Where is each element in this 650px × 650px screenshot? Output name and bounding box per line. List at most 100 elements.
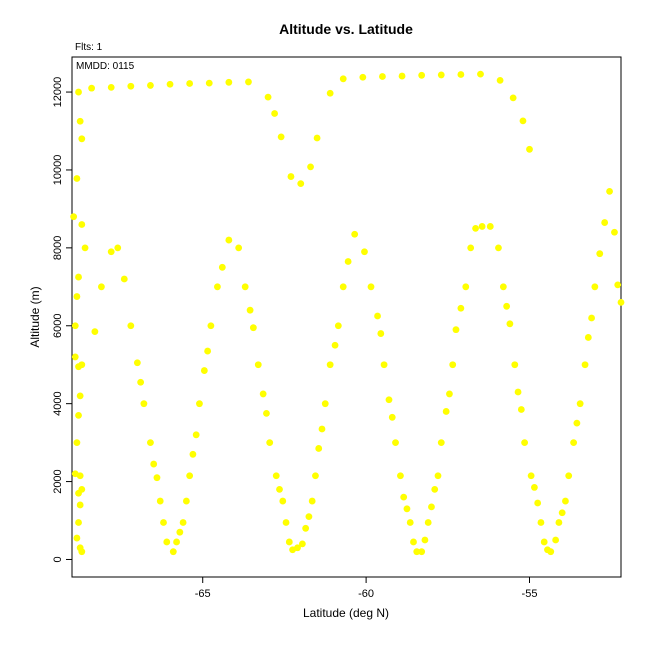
y-tick-label: 6000: [52, 314, 64, 338]
data-point: [76, 392, 84, 400]
data-point: [147, 439, 154, 447]
data-point: [361, 248, 368, 256]
data-point: [478, 223, 486, 230]
data-point: [410, 538, 417, 546]
data-point: [276, 485, 283, 493]
data-point: [581, 361, 589, 369]
data-point: [446, 390, 453, 398]
data-point: [573, 419, 581, 427]
data-point: [73, 439, 81, 447]
data-point: [246, 306, 254, 314]
chart-annotation: MMDD: 0115: [76, 61, 135, 72]
data-point: [552, 536, 560, 544]
data-point: [73, 293, 81, 300]
data-point: [107, 248, 115, 256]
data-point: [374, 312, 381, 320]
data-point: [499, 283, 507, 291]
data-point: [437, 71, 445, 79]
data-point: [403, 505, 411, 513]
data-point: [277, 133, 285, 141]
data-point: [266, 439, 274, 447]
data-point: [457, 71, 465, 78]
data-point: [225, 78, 233, 86]
data-point: [245, 78, 252, 86]
data-point: [196, 400, 203, 408]
data-point: [339, 75, 347, 83]
chart-title: Altitude vs. Latitude: [279, 21, 413, 37]
data-point: [486, 223, 494, 230]
y-tick-label: 10000: [52, 155, 64, 186]
data-point: [249, 324, 257, 332]
data-point: [431, 485, 439, 493]
data-point: [526, 145, 533, 153]
data-point: [584, 334, 592, 341]
data-point: [506, 320, 514, 328]
data-point: [344, 258, 352, 265]
data-point: [71, 353, 79, 361]
data-point: [200, 367, 208, 374]
y-tick-label: 8000: [52, 236, 64, 260]
data-point: [173, 538, 180, 546]
data-point: [379, 73, 386, 80]
data-point: [519, 117, 527, 125]
data-point: [596, 250, 604, 258]
y-axis-label: Altitude (m): [28, 286, 42, 347]
data-point: [388, 413, 396, 421]
data-point: [442, 408, 450, 415]
data-point: [576, 400, 584, 408]
data-point: [78, 221, 86, 228]
data-point: [192, 431, 200, 439]
data-point: [421, 536, 429, 544]
data-point: [318, 425, 326, 433]
data-point: [137, 378, 145, 386]
data-point: [169, 548, 177, 556]
data-point: [367, 283, 375, 291]
data-point: [73, 175, 81, 182]
data-point: [107, 83, 115, 91]
data-point: [75, 519, 82, 526]
data-point: [114, 244, 122, 252]
data-point: [186, 80, 194, 87]
data-point: [272, 472, 280, 480]
data-point: [308, 497, 316, 505]
data-point: [331, 341, 339, 349]
data-point: [218, 263, 226, 271]
x-tick-label: -60: [358, 588, 374, 600]
data-point: [73, 534, 81, 542]
y-tick-label: 2000: [52, 469, 64, 493]
x-axis-label: Latitude (deg N): [303, 606, 389, 620]
data-point: [75, 88, 82, 96]
data-point: [565, 472, 573, 480]
data-point: [91, 328, 99, 336]
data-point: [120, 275, 128, 283]
data-point: [601, 219, 609, 226]
data-point: [496, 76, 504, 84]
y-tick-label: 12000: [52, 77, 64, 108]
data-point: [326, 361, 334, 369]
data-point: [606, 187, 613, 195]
x-tick-label: -65: [195, 588, 211, 600]
data-point: [428, 503, 435, 511]
data-point: [241, 283, 249, 291]
data-point: [259, 390, 267, 398]
data-point: [540, 538, 548, 546]
data-point: [271, 110, 279, 117]
data-point: [558, 509, 566, 517]
plot-frame: [71, 56, 622, 578]
data-point: [406, 519, 414, 526]
data-point: [140, 400, 148, 408]
data-point: [334, 322, 342, 330]
data-point: [434, 472, 442, 480]
data-point: [76, 117, 84, 125]
data-point: [186, 472, 194, 480]
data-point: [611, 228, 618, 236]
data-point: [477, 70, 484, 78]
x-tick-label: -55: [522, 588, 538, 600]
data-point: [495, 244, 502, 252]
data-point: [166, 80, 174, 88]
data-point: [204, 347, 212, 355]
y-axis: 0 2000 4000 6000 8000 10000 12000: [52, 77, 72, 563]
data-point: [263, 410, 270, 417]
data-point: [359, 73, 367, 81]
